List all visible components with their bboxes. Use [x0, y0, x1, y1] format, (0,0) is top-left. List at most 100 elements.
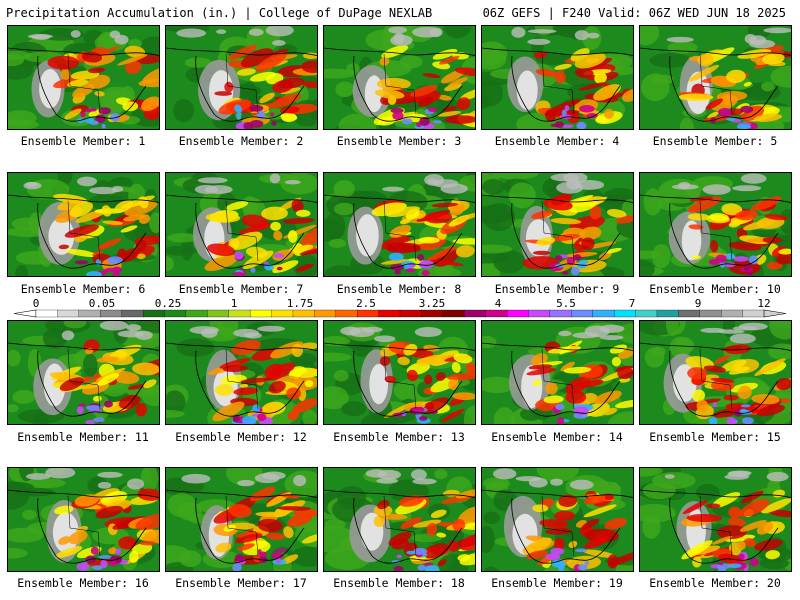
- ensemble-member-map: [165, 320, 318, 425]
- ensemble-member-map: [165, 172, 318, 277]
- model-run-info: 06Z GEFS | F240 Valid: 06Z WED JUN 18 20…: [482, 6, 786, 20]
- ensemble-member-label: Ensemble Member: 16: [17, 576, 149, 590]
- ensemble-member-map: [481, 25, 634, 130]
- colorbar-swatch: [421, 309, 444, 318]
- colorbar-swatch: [442, 309, 465, 318]
- map-title: Precipitation Accumulation (in.) | Colle…: [6, 6, 433, 20]
- precipitation-field: [8, 321, 159, 424]
- colorbar-swatch: [635, 309, 658, 318]
- colorbar-swatch: [571, 309, 594, 318]
- precipitation-field: [324, 26, 475, 129]
- colorbar-tick-label: 9: [694, 297, 702, 310]
- colorbar-swatch: [271, 309, 294, 318]
- precipitation-field: [8, 26, 159, 129]
- colorbar-swatch: [121, 309, 144, 318]
- ensemble-member-map: [323, 172, 476, 277]
- ensemble-member-map: [481, 320, 634, 425]
- colorbar-swatch: [485, 309, 508, 318]
- colorbar-swatch: [721, 309, 744, 318]
- colorbar-tick-label: 0.25: [154, 297, 182, 310]
- colorbar-swatch: [164, 309, 187, 318]
- ensemble-member-map: [165, 25, 318, 130]
- colorbar-swatch: [399, 309, 422, 318]
- ensemble-member-map: [165, 467, 318, 572]
- colorbar-swatch: [35, 309, 58, 318]
- colorbar-swatch: [57, 309, 80, 318]
- ensemble-member-label: Ensemble Member: 12: [175, 430, 307, 444]
- ensemble-member-label: Ensemble Member: 14: [491, 430, 623, 444]
- ensemble-member-map: [7, 320, 160, 425]
- precipitation-field: [324, 321, 475, 424]
- colorbar-max-arrow: [763, 309, 787, 318]
- precipitation-field: [324, 468, 475, 571]
- ensemble-member-map: [7, 172, 160, 277]
- colorbar-swatch: [528, 309, 551, 318]
- ensemble-member-map: [639, 467, 792, 572]
- colorbar-tick-label: 12: [757, 297, 771, 310]
- colorbar-swatch: [207, 309, 230, 318]
- precipitation-field: [8, 173, 159, 276]
- precipitation-field: [482, 321, 633, 424]
- colorbar-tick-label: 1: [230, 297, 238, 310]
- ensemble-member-map: [639, 320, 792, 425]
- ensemble-member-map: [323, 320, 476, 425]
- colorbar-min-arrow: [13, 309, 37, 318]
- ensemble-member-label: Ensemble Member: 20: [649, 576, 781, 590]
- precipitation-field: [166, 26, 317, 129]
- precipitation-field: [166, 173, 317, 276]
- colorbar-swatch: [335, 309, 358, 318]
- ensemble-member-label: Ensemble Member: 5: [652, 134, 778, 148]
- colorbar-swatch: [613, 309, 636, 318]
- ensemble-member-label: Ensemble Member: 7: [178, 282, 304, 296]
- colorbar-swatch: [357, 309, 380, 318]
- colorbar-swatch: [292, 309, 315, 318]
- ensemble-member-label: Ensemble Member: 17: [175, 576, 307, 590]
- colorbar-tick-label: 2.5: [356, 297, 376, 310]
- ensemble-member-map: [639, 25, 792, 130]
- colorbar-swatch: [699, 309, 722, 318]
- ensemble-member-map: [639, 172, 792, 277]
- colorbar-swatch: [464, 309, 487, 318]
- ensemble-member-label: Ensemble Member: 1: [20, 134, 146, 148]
- colorbar-swatch: [592, 309, 615, 318]
- ensemble-member-map: [7, 467, 160, 572]
- precipitation-field: [640, 321, 791, 424]
- colorbar-swatch: [78, 309, 101, 318]
- ensemble-member-map: [323, 25, 476, 130]
- colorbar-tick-label: 1.75: [286, 297, 314, 310]
- colorbar-swatch: [228, 309, 251, 318]
- colorbar-swatch: [142, 309, 165, 318]
- ensemble-member-label: Ensemble Member: 19: [491, 576, 623, 590]
- ensemble-member-label: Ensemble Member: 2: [178, 134, 304, 148]
- colorbar-tick-label: 7: [628, 297, 636, 310]
- precipitation-field: [482, 468, 633, 571]
- colorbar-swatch: [506, 309, 529, 318]
- ensemble-member-map: [481, 467, 634, 572]
- ensemble-member-label: Ensemble Member: 11: [17, 430, 149, 444]
- ensemble-member-label: Ensemble Member: 8: [336, 282, 462, 296]
- precipitation-field: [166, 468, 317, 571]
- colorbar-swatch: [656, 309, 679, 318]
- colorbar-tick-label: 0: [32, 297, 40, 310]
- colorbar-swatch: [185, 309, 208, 318]
- colorbar-swatch: [314, 309, 337, 318]
- ensemble-member-label: Ensemble Member: 6: [20, 282, 146, 296]
- precipitation-field: [482, 173, 633, 276]
- ensemble-member-label: Ensemble Member: 9: [494, 282, 620, 296]
- precipitation-field: [166, 321, 317, 424]
- colorbar-swatch: [249, 309, 272, 318]
- colorbar-tick-label: 0.05: [88, 297, 116, 310]
- ensemble-member-label: Ensemble Member: 15: [649, 430, 781, 444]
- colorbar-tick-label: 5.5: [556, 297, 576, 310]
- colorbar-swatch: [100, 309, 123, 318]
- ensemble-member-label: Ensemble Member: 10: [649, 282, 781, 296]
- precipitation-field: [324, 173, 475, 276]
- precipitation-field: [482, 26, 633, 129]
- ensemble-member-map: [323, 467, 476, 572]
- colorbar-tick-label: 3.25: [418, 297, 446, 310]
- ensemble-member-map: [481, 172, 634, 277]
- precipitation-field: [8, 468, 159, 571]
- precipitation-field: [640, 468, 791, 571]
- ensemble-member-label: Ensemble Member: 13: [333, 430, 465, 444]
- colorbar-tick-label: 4: [494, 297, 502, 310]
